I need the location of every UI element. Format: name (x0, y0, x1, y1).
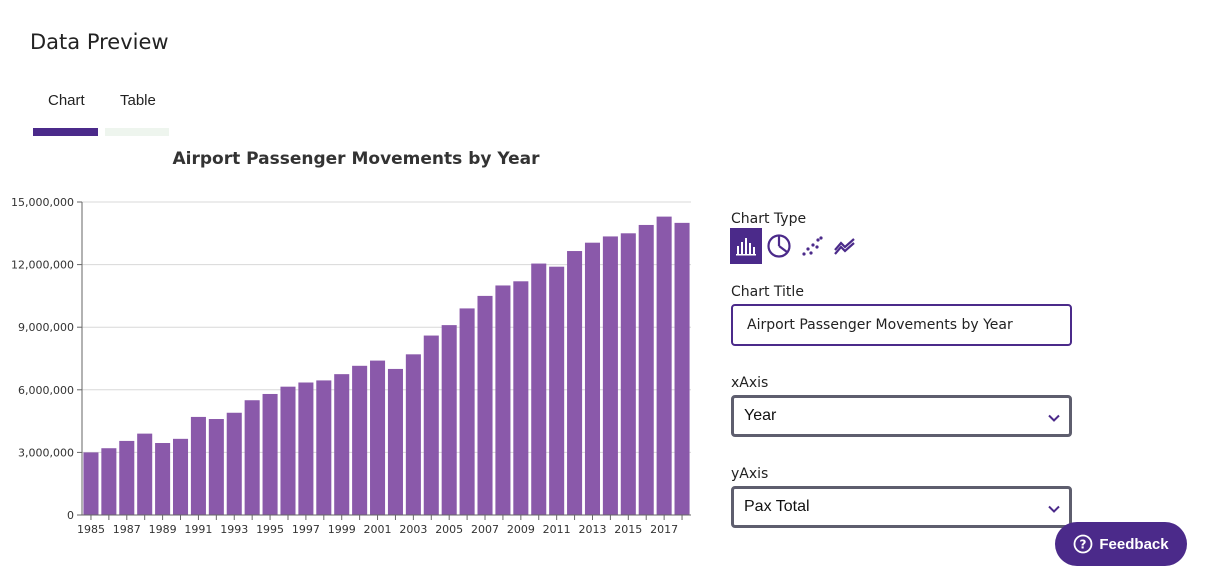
bar-1988 (137, 433, 153, 515)
chart-title-label: Chart Title (731, 284, 804, 300)
chart-type-label: Chart Type (731, 211, 807, 227)
x-tick-label: 2001 (364, 523, 392, 536)
xaxis-select[interactable]: Year (731, 395, 1072, 437)
bar-1991 (190, 416, 206, 515)
x-tick-label: 1985 (77, 523, 105, 536)
x-tick-label: 1997 (292, 523, 320, 536)
svg-text:?: ? (1080, 538, 1087, 552)
yaxis-select[interactable]: Pax Total (731, 486, 1072, 528)
bar-1990 (172, 438, 189, 515)
x-tick-label: 2009 (507, 523, 535, 536)
scatter-chart-icon (802, 236, 823, 256)
bar-1997 (298, 382, 314, 515)
y-tick-label: 6,000,000 (18, 384, 74, 397)
x-tick-label: 2013 (578, 523, 606, 536)
y-tick-label: 9,000,000 (18, 321, 74, 334)
yaxis-select-value: Pax Total (744, 498, 810, 515)
y-tick-label: 15,000,000 (11, 196, 74, 209)
pie-chart-icon (767, 234, 791, 258)
bar-2017 (656, 216, 672, 515)
bar-2000 (352, 365, 368, 515)
bar-chart: Airport Passenger Movements by Year 0 3,0… (11, 149, 691, 536)
bar-1995 (262, 393, 278, 515)
bar-chart-icon (736, 238, 756, 256)
bar-2012 (567, 251, 583, 515)
tab-table[interactable]: Table (120, 92, 156, 109)
chart-type-pie-button[interactable] (763, 228, 795, 264)
bar-2010 (531, 263, 547, 515)
chart-type-scatter-button[interactable] (796, 228, 828, 264)
line-chart-icon (834, 238, 855, 255)
tab-chart[interactable]: Chart (48, 92, 85, 109)
x-tick-label: 2003 (399, 523, 427, 536)
bar-2002 (387, 368, 403, 515)
bar-2013 (584, 242, 601, 515)
chart-type-bar-button[interactable] (730, 228, 762, 264)
x-tick-label: 2005 (435, 523, 463, 536)
bar-2003 (405, 354, 421, 515)
bar-1993 (226, 412, 242, 515)
bar-2015 (620, 233, 636, 516)
bar-2004 (423, 335, 439, 515)
x-tick-label: 2007 (471, 523, 499, 536)
bar-1998 (316, 380, 332, 515)
chevron-down-icon (1048, 414, 1060, 422)
page-title: Data Preview (30, 30, 169, 54)
bar-2009 (513, 281, 529, 515)
bar-2011 (549, 266, 565, 515)
x-tick-label: 1991 (184, 523, 212, 536)
x-tick-label: 2011 (543, 523, 571, 536)
bar-2018 (674, 222, 690, 515)
bar-1985 (83, 452, 99, 515)
bar-2014 (602, 236, 618, 515)
bar-2001 (370, 360, 386, 515)
y-tick-label: 3,000,000 (18, 446, 74, 459)
tab-table-indicator (105, 128, 169, 136)
yaxis-label: yAxis (731, 466, 769, 482)
xaxis-select-value: Year (744, 407, 777, 424)
help-circle-icon: ? (1073, 534, 1093, 554)
chart-title: Airport Passenger Movements by Year (172, 149, 540, 169)
bar-1989 (155, 443, 171, 515)
bar-1987 (119, 440, 135, 515)
y-tick-label: 0 (67, 509, 74, 522)
bar-1994 (244, 400, 260, 515)
feedback-label: Feedback (1099, 535, 1169, 553)
x-tick-label: 2017 (650, 523, 678, 536)
bar-2008 (495, 285, 511, 515)
bar-2006 (459, 308, 475, 515)
y-tick-label: 12,000,000 (11, 259, 74, 272)
bar-2007 (477, 295, 493, 515)
chart-type-line-button[interactable] (829, 228, 861, 264)
chart-title-input[interactable] (731, 304, 1072, 346)
tab-chart-indicator (33, 128, 98, 136)
xaxis-label: xAxis (731, 375, 769, 391)
bar-1992 (208, 419, 224, 515)
bar-1999 (334, 374, 350, 515)
x-tick-label: 1995 (256, 523, 284, 536)
feedback-button[interactable]: ? Feedback (1055, 522, 1187, 566)
chevron-down-icon (1048, 505, 1060, 513)
bar-1986 (101, 448, 117, 515)
x-tick-label: 2015 (614, 523, 642, 536)
bar-2005 (441, 325, 457, 515)
bar-1996 (280, 386, 296, 515)
x-tick-label: 1989 (149, 523, 177, 536)
bar-2016 (638, 224, 654, 515)
x-tick-label: 1987 (113, 523, 141, 536)
x-tick-label: 1993 (220, 523, 248, 536)
x-tick-label: 1999 (328, 523, 356, 536)
